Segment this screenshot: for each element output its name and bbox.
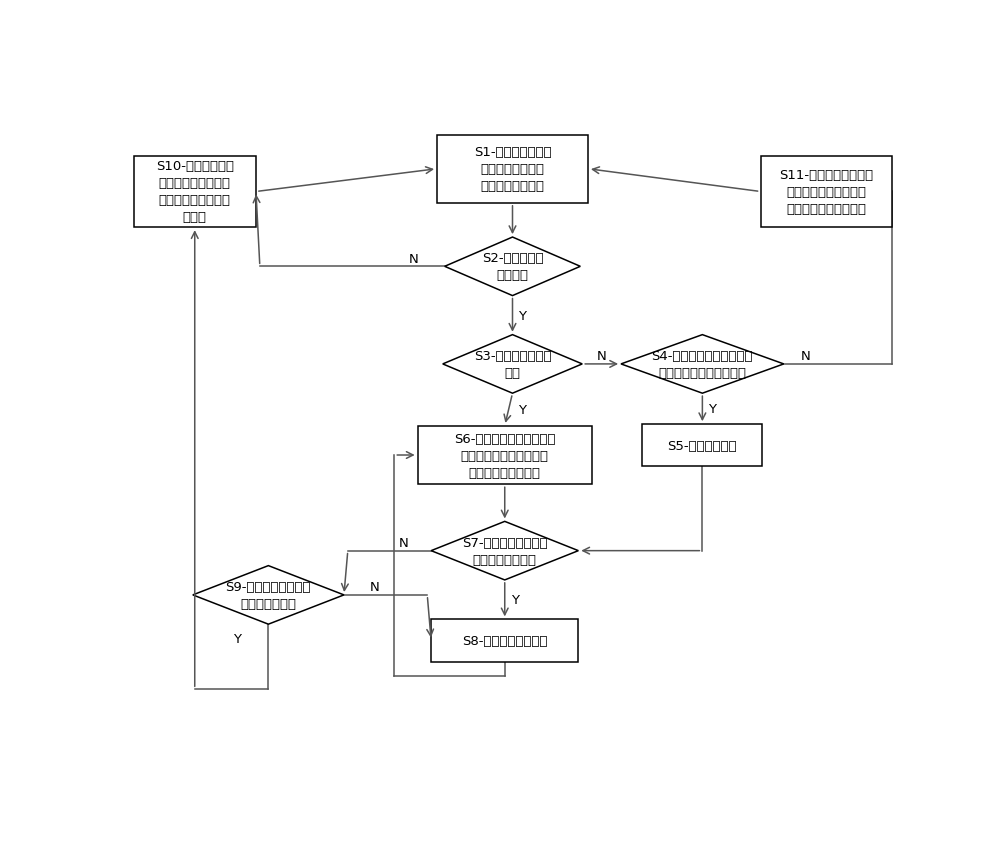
- Text: Y: Y: [518, 403, 526, 416]
- FancyBboxPatch shape: [134, 156, 256, 228]
- Polygon shape: [443, 335, 582, 393]
- Polygon shape: [431, 522, 578, 580]
- Text: N: N: [801, 349, 810, 363]
- Text: S4-机动车到达路口的时间
超过行人通过路口的时间: S4-机动车到达路口的时间 超过行人通过路口的时间: [652, 349, 753, 380]
- Polygon shape: [445, 238, 580, 296]
- Text: N: N: [409, 252, 419, 266]
- Text: N: N: [370, 580, 380, 593]
- Text: S11-保持人行道红灯不
变，提示过街行人请站
到过街行人等待区等待: S11-保持人行道红灯不 变，提示过街行人请站 到过街行人等待区等待: [779, 169, 873, 216]
- Text: S10-置人行道为红
灯，并提示过街行人
请站到过街行人等待
区等待: S10-置人行道为红 灯，并提示过街行人 请站到过街行人等待 区等待: [156, 160, 234, 225]
- Text: Y: Y: [233, 632, 241, 645]
- Text: S3-人行道信号灯是
绿灯: S3-人行道信号灯是 绿灯: [474, 349, 551, 380]
- Text: S1-视频跟踪检测器
跟踪路口周边行人
和机动车道的车辆: S1-视频跟踪检测器 跟踪路口周边行人 和机动车道的车辆: [474, 146, 551, 193]
- Text: S9-进入人行横道的行
人全部通过路口: S9-进入人行横道的行 人全部通过路口: [226, 580, 311, 610]
- Text: Y: Y: [511, 593, 519, 606]
- Polygon shape: [193, 566, 344, 625]
- Text: S6-提示过街行人快速通过
路口；不过街的行人请在
过街等待区外边站立: S6-提示过街行人快速通过 路口；不过街的行人请在 过街等待区外边站立: [454, 432, 556, 479]
- Polygon shape: [621, 335, 784, 393]
- Text: S5-置人行道绿灯: S5-置人行道绿灯: [668, 439, 737, 452]
- Text: S7-过街等待区的行人
全部进入人行横道: S7-过街等待区的行人 全部进入人行横道: [462, 536, 548, 566]
- FancyBboxPatch shape: [761, 156, 892, 228]
- Text: N: N: [399, 536, 409, 549]
- FancyBboxPatch shape: [642, 425, 762, 467]
- FancyBboxPatch shape: [418, 426, 592, 484]
- FancyBboxPatch shape: [437, 135, 588, 203]
- FancyBboxPatch shape: [431, 619, 578, 662]
- Text: S8-置人行道绿灯闪烁: S8-置人行道绿灯闪烁: [462, 634, 548, 647]
- Text: Y: Y: [518, 309, 526, 322]
- Text: Y: Y: [708, 403, 716, 415]
- Text: S2-过街等待区
有人站立: S2-过街等待区 有人站立: [482, 252, 543, 282]
- Text: N: N: [597, 349, 606, 363]
